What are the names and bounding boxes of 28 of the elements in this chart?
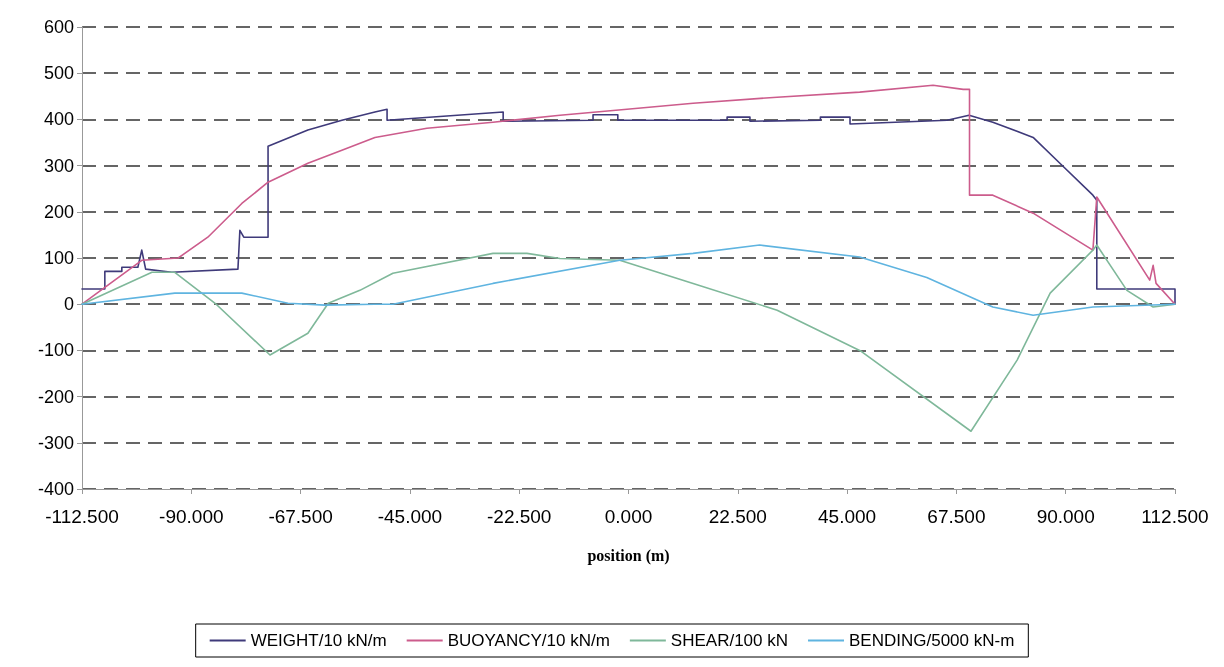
x-tick-label: 0.000 <box>604 506 653 527</box>
y-tick-label: -300 <box>37 432 74 453</box>
x-tick-label: 45.000 <box>818 506 877 527</box>
x-tick-label: -22.500 <box>486 506 552 527</box>
legend-label: SHEAR/100 kN <box>670 631 789 650</box>
y-tick-label: 100 <box>43 248 74 268</box>
x-tick-label: 67.500 <box>927 506 986 527</box>
y-tick-label: 200 <box>43 201 74 222</box>
x-tick-label: 112.500 <box>1141 506 1209 527</box>
legend-label: WEIGHT/10 kN/m <box>250 631 387 650</box>
legend-label: BENDING/5000 kN-m <box>849 631 1015 650</box>
x-tick-label: 22.500 <box>708 506 767 527</box>
x-tick-label: -112.500 <box>45 506 119 527</box>
y-tick-label: 0 <box>63 294 74 315</box>
line-series <box>81 244 1176 317</box>
y-tick-label: 300 <box>43 155 74 176</box>
y-tick-label: -200 <box>37 386 74 407</box>
x-tick-label: 90.000 <box>1036 506 1095 527</box>
x-tick-label: -67.500 <box>268 506 333 527</box>
y-tick-label: -100 <box>37 340 74 361</box>
legend-label: BUOYANCY/10 kN/m <box>447 631 610 650</box>
x-axis-title: position (m) <box>587 546 670 565</box>
y-tick-label: 400 <box>43 109 74 130</box>
y-tick-label: -400 <box>37 479 74 499</box>
x-tick-label: -90.000 <box>159 506 224 527</box>
y-tick-label: 600 <box>43 17 74 37</box>
y-tick-label: 500 <box>43 63 74 84</box>
x-tick-label: -45.000 <box>377 506 443 527</box>
